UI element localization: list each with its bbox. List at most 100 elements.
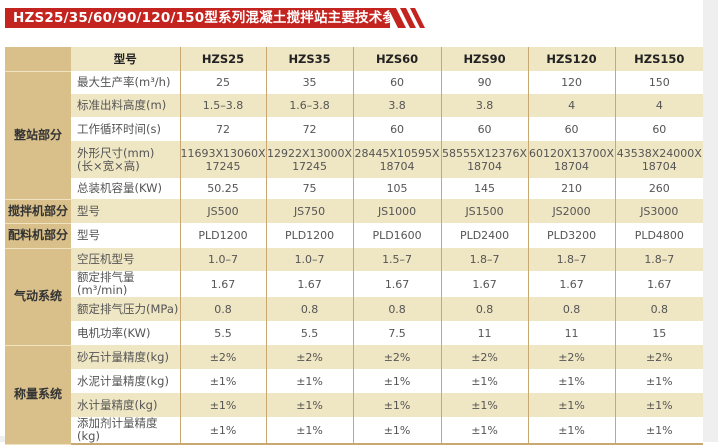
value-cell: 145 bbox=[440, 178, 529, 199]
value-cell: ±1% bbox=[614, 369, 704, 393]
section-name: 气动系统 bbox=[5, 248, 71, 346]
row-label: 额定排气压力(MPa) bbox=[71, 297, 180, 321]
section-header-cell bbox=[5, 47, 71, 72]
value-cell: ±1% bbox=[527, 369, 616, 393]
value-cell: ±2% bbox=[614, 345, 704, 369]
value-cell: 1.6–3.8 bbox=[265, 94, 354, 117]
value-cell: JS1000 bbox=[352, 199, 442, 223]
banner-stripes-decoration bbox=[388, 8, 425, 28]
model-header: HZS90 bbox=[440, 47, 529, 71]
table-row: 电机功率(KW) 5.5 5.5 7.5 11 11 15 bbox=[5, 321, 704, 345]
value-cell: 11693X13060X 17245 bbox=[179, 141, 267, 178]
value-cell: 43538X24000X 18704 bbox=[614, 141, 704, 178]
value-cell: 1.67 bbox=[179, 271, 267, 297]
value-cell: ±1% bbox=[265, 369, 354, 393]
table-row: 搅拌机部分 型号 JS500 JS750 JS1000 JS1500 JS2000 JS300… bbox=[5, 199, 704, 224]
value-cell: ±1% bbox=[179, 393, 267, 417]
table-row: 称量系统 砂石计量精度(kg) ±2% ±2% ±2% ±2% ±2% ±2% bbox=[5, 345, 704, 445]
value-cell: PLD1200 bbox=[179, 223, 267, 248]
value-cell: 1.5–3.8 bbox=[179, 94, 267, 117]
value-cell: ±1% bbox=[179, 369, 267, 393]
row-label: 砂石计量精度(kg) bbox=[71, 345, 180, 369]
row-label: 空压机型号 bbox=[71, 248, 180, 271]
table-row: 工作循环时间(s) 72 72 60 60 60 60 bbox=[5, 117, 704, 141]
table-row: 水泥计量精度(kg) ±1% ±1% ±1% ±1% ±1% ±1% bbox=[5, 369, 704, 393]
row-label: 标准出料高度(m) bbox=[71, 94, 180, 117]
section-name: 搅拌机部分 bbox=[5, 199, 71, 224]
value-cell: 120 bbox=[527, 71, 616, 94]
row-label: 型号 bbox=[71, 223, 180, 248]
row-label: 水计量精度(kg) bbox=[71, 393, 180, 417]
value-cell: ±1% bbox=[352, 369, 442, 393]
value-cell: 50.25 bbox=[179, 178, 267, 199]
row-label: 水泥计量精度(kg) bbox=[71, 369, 180, 393]
value-cell: ±2% bbox=[265, 345, 354, 369]
value-cell: 12922X13000X 17245 bbox=[265, 141, 354, 178]
value-cell: 1.67 bbox=[614, 271, 704, 297]
value-cell: 0.8 bbox=[352, 297, 442, 321]
value-cell: 4 bbox=[527, 94, 616, 117]
value-cell: 28445X10595X 18704 bbox=[352, 141, 442, 178]
value-cell: 90 bbox=[440, 71, 529, 94]
value-cell: 58555X12376X 18704 bbox=[440, 141, 529, 178]
row-label: 外形尺寸(mm) (长×宽×高) bbox=[71, 141, 180, 178]
value-cell: ±1% bbox=[440, 417, 529, 445]
value-cell: ±2% bbox=[527, 345, 616, 369]
model-header: HZS120 bbox=[527, 47, 616, 71]
value-cell: ±2% bbox=[440, 345, 529, 369]
value-cell: 5.5 bbox=[265, 321, 354, 345]
value-cell: ±1% bbox=[265, 393, 354, 417]
value-cell: ±1% bbox=[614, 417, 704, 445]
value-cell: ±1% bbox=[352, 393, 442, 417]
value-cell: 5.5 bbox=[179, 321, 267, 345]
value-cell: ±2% bbox=[179, 345, 267, 369]
value-cell: 0.8 bbox=[614, 297, 704, 321]
value-cell: 1.8–7 bbox=[440, 248, 529, 271]
value-cell: JS1500 bbox=[440, 199, 529, 223]
value-cell: 15 bbox=[614, 321, 704, 345]
model-header: HZS35 bbox=[265, 47, 354, 71]
value-cell: 0.8 bbox=[265, 297, 354, 321]
value-cell: 72 bbox=[265, 117, 354, 141]
value-cell: 1.67 bbox=[265, 271, 354, 297]
model-header: HZS60 bbox=[352, 47, 442, 71]
value-cell: 0.8 bbox=[179, 297, 267, 321]
section-name: 称量系统 bbox=[5, 345, 71, 445]
value-cell: JS2000 bbox=[527, 199, 616, 223]
value-cell: 1.0–7 bbox=[179, 248, 267, 271]
value-cell: JS3000 bbox=[614, 199, 704, 223]
value-cell: 3.8 bbox=[440, 94, 529, 117]
value-cell: JS500 bbox=[179, 199, 267, 223]
row-label: 总装机容量(KW) bbox=[71, 178, 180, 199]
value-cell: 7.5 bbox=[352, 321, 442, 345]
value-cell: 150 bbox=[614, 71, 704, 94]
value-cell: 4 bbox=[614, 94, 704, 117]
value-cell: 105 bbox=[352, 178, 442, 199]
table-row: 配料机部分 型号 PLD1200 PLD1200 PLD1600 PLD2400 PLD32… bbox=[5, 223, 704, 249]
value-cell: PLD3200 bbox=[527, 223, 616, 248]
value-cell: 35 bbox=[265, 71, 354, 94]
value-cell: 60 bbox=[440, 117, 529, 141]
value-cell: 0.8 bbox=[440, 297, 529, 321]
value-cell: 1.8–7 bbox=[614, 248, 704, 271]
value-cell: 60 bbox=[352, 117, 442, 141]
value-cell: 72 bbox=[179, 117, 267, 141]
value-cell: 1.5–7 bbox=[352, 248, 442, 271]
background-strip bbox=[703, 0, 718, 442]
row-label: 型号 bbox=[71, 199, 180, 223]
value-cell: PLD2400 bbox=[440, 223, 529, 248]
table-row: 外形尺寸(mm) (长×宽×高) 11693X13060X 17245 12922X… bbox=[5, 141, 704, 178]
row-label: 工作循环时间(s) bbox=[71, 117, 180, 141]
value-cell: 60 bbox=[614, 117, 704, 141]
header-label: 型号 bbox=[71, 47, 180, 71]
value-cell: ±1% bbox=[179, 417, 267, 445]
table-row: 添加剂计量精度(kg) ±1% ±1% ±1% ±1% ±1% ±1% bbox=[5, 417, 704, 445]
value-cell: PLD1200 bbox=[265, 223, 354, 248]
value-cell: JS750 bbox=[265, 199, 354, 223]
value-cell: 1.8–7 bbox=[527, 248, 616, 271]
value-cell: 3.8 bbox=[352, 94, 442, 117]
value-cell: 1.67 bbox=[352, 271, 442, 297]
table-row: 总装机容量(KW) 50.25 75 105 145 210 260 bbox=[5, 178, 704, 199]
value-cell: 11 bbox=[527, 321, 616, 345]
value-cell: 0.8 bbox=[527, 297, 616, 321]
